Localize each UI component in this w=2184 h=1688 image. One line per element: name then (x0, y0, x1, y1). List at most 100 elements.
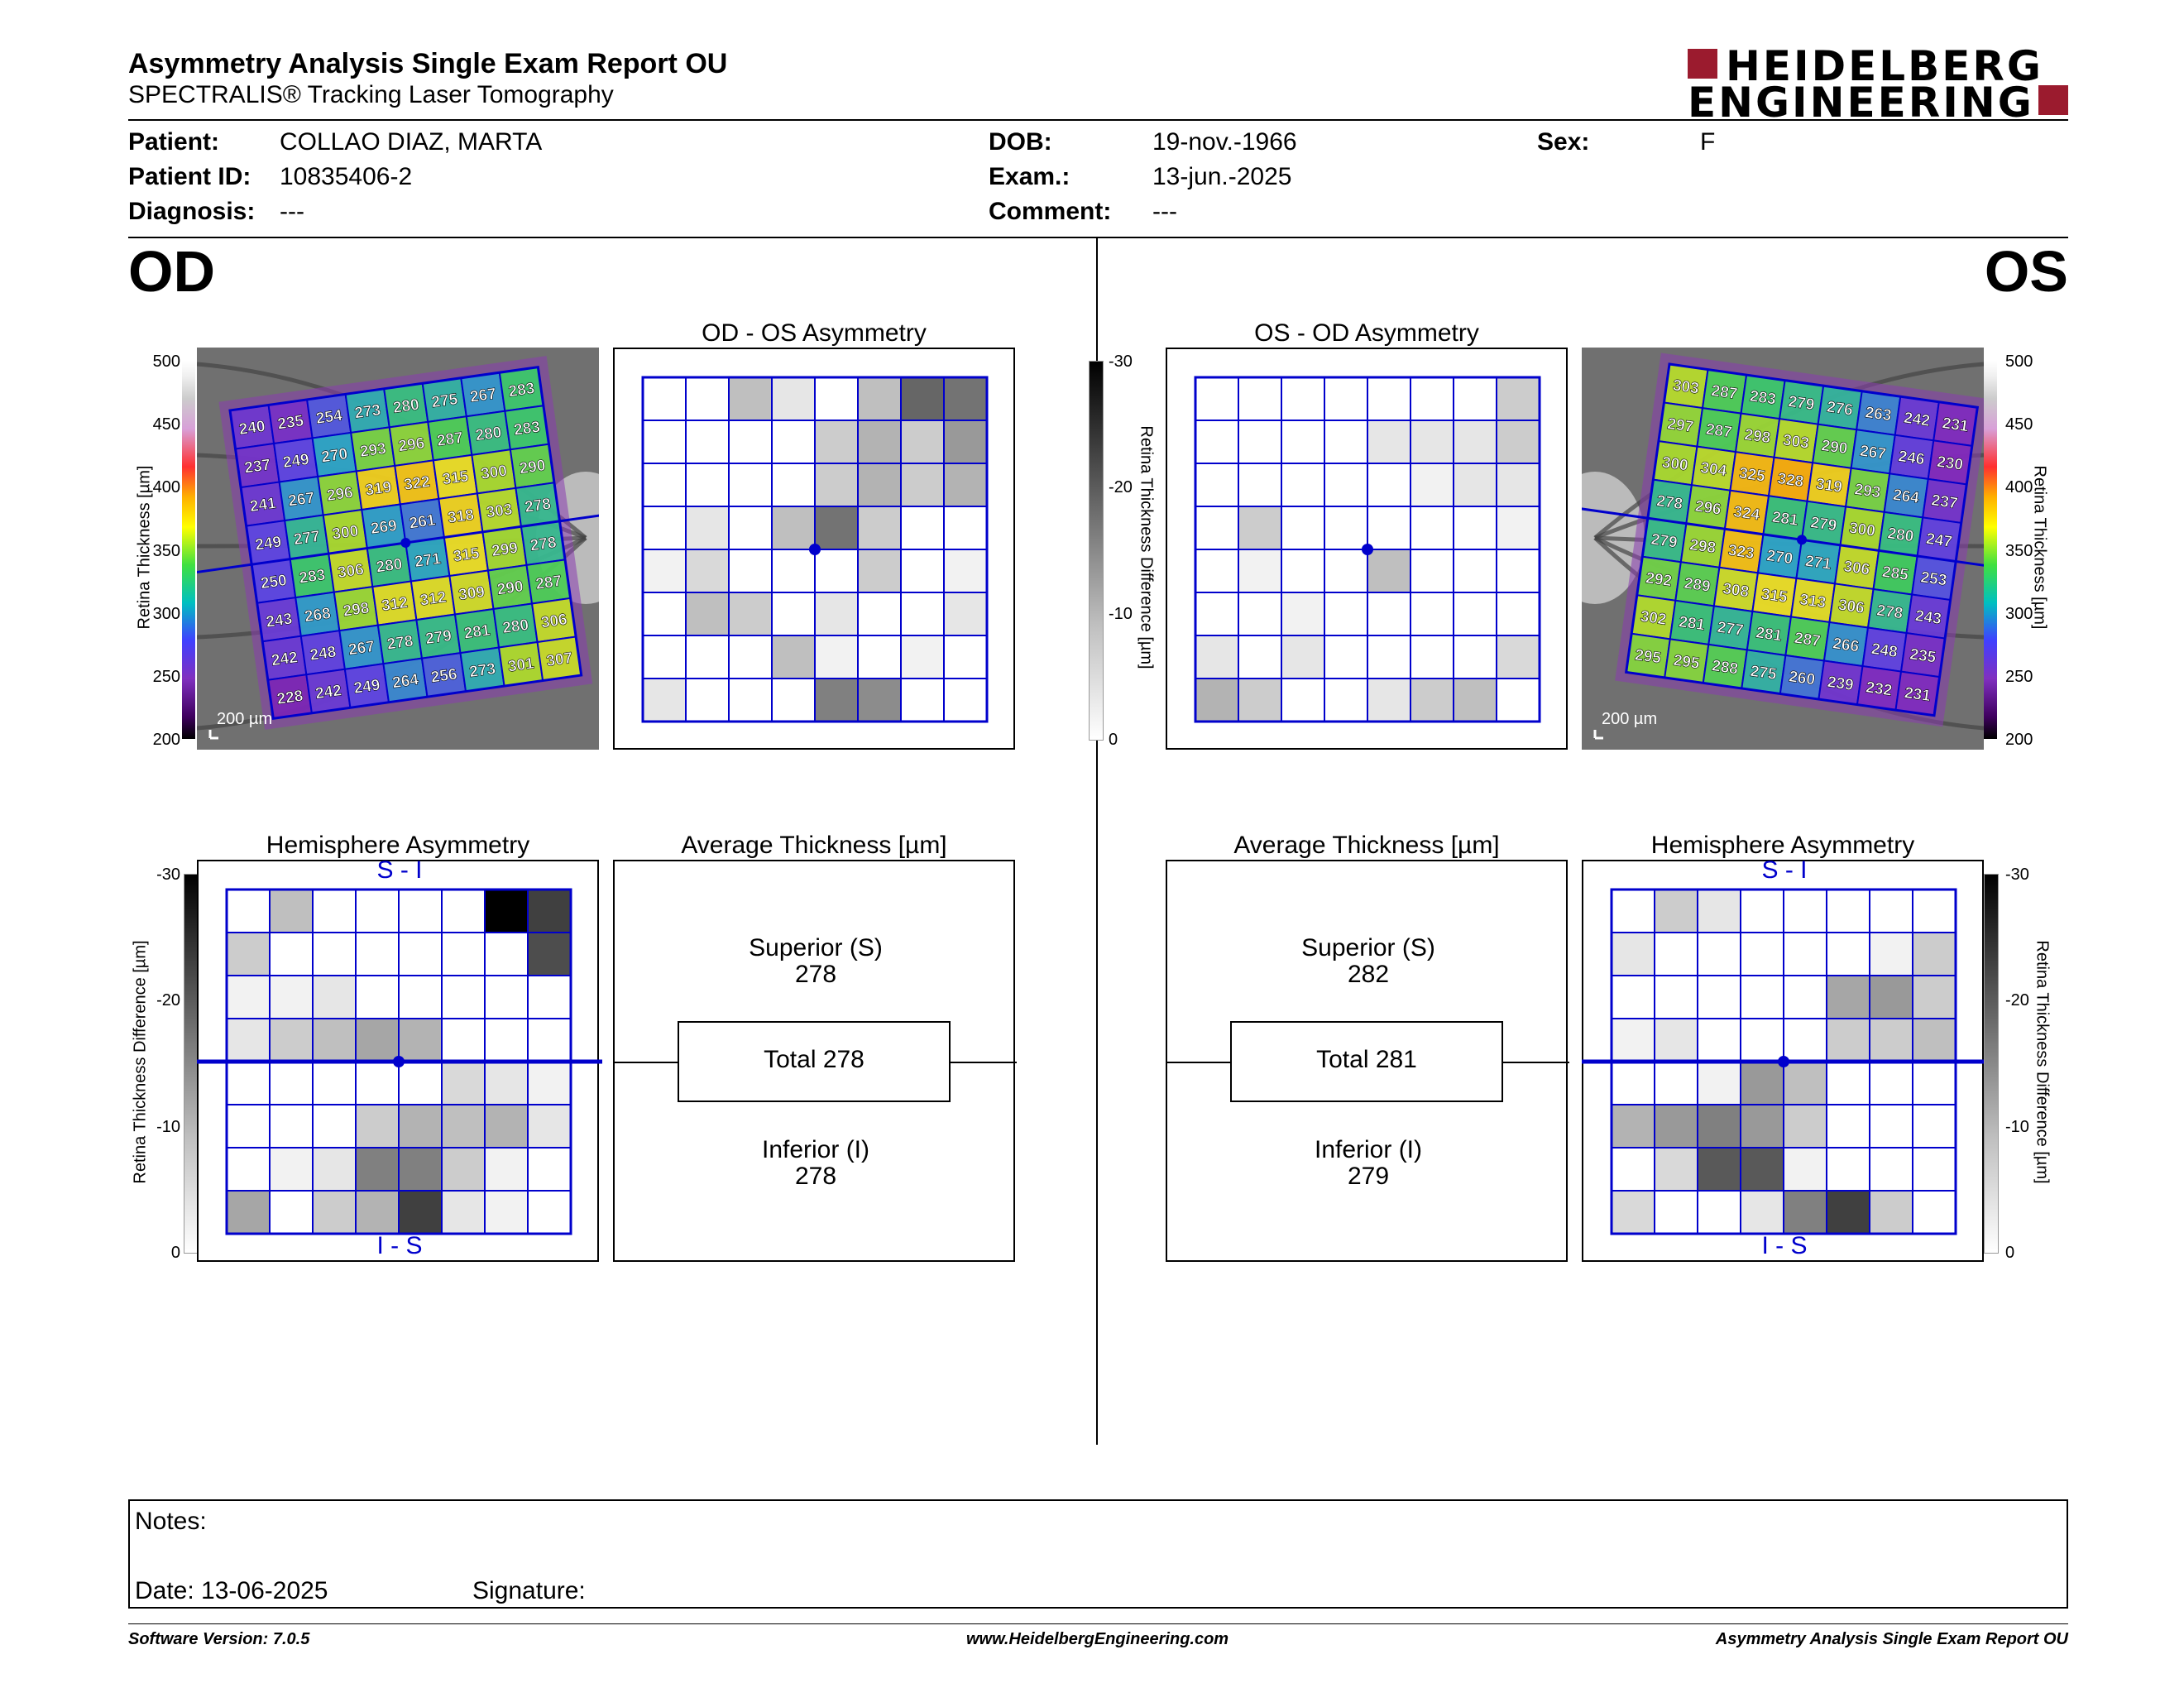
od-asym-cell (771, 420, 816, 464)
od-asym-fovea-dot (809, 544, 821, 555)
os-hemi-cell (1697, 932, 1741, 976)
centerDiffTicks-tick-label: 0 (1109, 731, 1118, 749)
os-hemi-cell (1697, 1018, 1741, 1062)
os-map-cell-value: 253 (1919, 568, 1947, 589)
od-hemi-cell (527, 1061, 572, 1105)
footer-report: Asymmetry Analysis Single Exam Report OU (1715, 1630, 2068, 1648)
os-asym-cell (1195, 376, 1239, 421)
od-hemi-cell (355, 932, 400, 976)
od-hemi-cell (484, 1147, 529, 1192)
os-hemi-grid (1582, 888, 1987, 1235)
od-hemi-cell (398, 1104, 443, 1149)
od-asym-cell (943, 678, 988, 722)
odTicks-tick-label: 500 (152, 352, 180, 371)
od-asym-cell (642, 549, 687, 593)
os-hemi-cell (1912, 1147, 1956, 1192)
od-map-cell-value: 277 (293, 528, 321, 549)
os-map-cell-value: 246 (1897, 448, 1925, 468)
od-map-cell-value: 280 (474, 424, 502, 444)
od-map-cell-value: 249 (254, 534, 282, 554)
os-map-cell-value: 278 (1655, 492, 1684, 513)
os-map-cell-value: 324 (1732, 503, 1761, 524)
os-map-cell-value: 237 (1930, 492, 1958, 512)
os-asym-cell (1453, 376, 1497, 421)
footer-website[interactable]: www.HeidelbergEngineering.com (966, 1630, 1229, 1648)
os-asym-cell (1281, 549, 1325, 593)
od-hemi-cell (269, 1104, 314, 1149)
os-map-cell-value: 315 (1760, 586, 1789, 607)
os-map-cell-value: 278 (1875, 602, 1904, 622)
os-map-cell-value: 281 (1678, 613, 1707, 634)
od-hemi-cell (527, 1190, 572, 1235)
od-thickness-colorbar (182, 361, 195, 739)
os-asym-cell (1453, 592, 1497, 636)
os-map-cell-value: 280 (1886, 525, 1914, 545)
os-asym-cell (1238, 420, 1282, 464)
od-asym-cell (900, 463, 945, 507)
center-diff-axis-label: Retina Thickness Difference [µm] (1137, 425, 1156, 669)
os-map-cell-value: 295 (1634, 646, 1663, 667)
osTicks-tick-label: 350 (2005, 541, 2033, 560)
notes-box[interactable]: Notes: Date: 13-06-2025 Signature: (128, 1499, 2068, 1609)
os-hemi-cell (1697, 1147, 1741, 1192)
sex-label: Sex: (1537, 128, 1590, 156)
od-asym-cell (642, 376, 687, 421)
od-asym-cell (857, 635, 902, 679)
od-hemi-cell (398, 932, 443, 976)
os-map-cell-value: 235 (1909, 645, 1937, 666)
od-asym-cell (728, 635, 773, 679)
os-asym-cell (1195, 506, 1239, 550)
centerDiffTicks-tick-label: -30 (1109, 352, 1133, 371)
odTicks-tick-label: 450 (152, 415, 180, 434)
os-asym-cell (1281, 678, 1325, 722)
os-hemi-cell (1869, 975, 1913, 1019)
od-hemi-cell (441, 975, 486, 1019)
os-hemi-cell (1783, 1061, 1827, 1105)
os-asym-cell (1281, 506, 1325, 550)
os-asym-cell (1195, 635, 1239, 679)
os-map-cell-value: 302 (1639, 608, 1667, 629)
od-thickness-map-svg: 240 235 254 273 280 275 267 283 237 249 270 293 296 2… (197, 348, 599, 750)
os-map-cell-value: 276 (1826, 399, 1854, 420)
os-asym-cell (1496, 376, 1540, 421)
os-asym-cell (1195, 678, 1239, 722)
od-asym-cell (642, 420, 687, 464)
logo-line2: ENGINEERING (1688, 79, 2034, 127)
odHemiTicks-tick-label: -30 (156, 866, 180, 884)
osTicks-tick-label: 300 (2005, 604, 2033, 623)
os-hemi-cell (1826, 1147, 1870, 1192)
od-avg-title: Average Thickness [µm] (681, 832, 947, 859)
diagnosis-value: --- (280, 198, 304, 225)
os-map-grid: 303 287 283 279 276 263 242 231 297 287 298 303 290 2… (1582, 352, 1984, 727)
odHemiTicks-tick-label: -10 (156, 1117, 180, 1136)
od-hemi-cell (312, 1190, 357, 1235)
os-hemi-cell (1912, 889, 1956, 933)
od-hemi-cell (398, 1190, 443, 1235)
od-map-cell-value: 287 (436, 429, 464, 450)
os-map-cell-value: 264 (1892, 487, 1921, 507)
os-asym-cell (1238, 592, 1282, 636)
od-hemi-title: Hemisphere Asymmetry (266, 832, 530, 859)
os-asym-cell (1410, 463, 1454, 507)
os-map-cell-value: 231 (1941, 415, 1970, 435)
os-asym-cell (1238, 635, 1282, 679)
os-hemi-cell (1654, 1061, 1698, 1105)
os-map-cell-value: 298 (1743, 426, 1771, 447)
os-map-cell-value: 306 (1842, 558, 1870, 578)
os-map-cell-value: 270 (1765, 547, 1794, 568)
od-asym-cell (814, 506, 859, 550)
od-map-cell-value: 254 (315, 407, 344, 428)
os-eye-label: OS (1984, 239, 2068, 304)
od-map-cell-value: 235 (276, 412, 305, 433)
od-map-cell-value: 296 (326, 484, 354, 505)
odTicks-tick-label: 400 (152, 478, 180, 497)
od-asym-cell (943, 549, 988, 593)
os-asym-cell (1496, 678, 1540, 722)
os-hemi-axis-label: Retina Thickness Difference [µm] (2033, 940, 2052, 1184)
od-hemi-cell (226, 932, 271, 976)
od-map-cell-value: 298 (342, 600, 370, 621)
od-hemi-cell (441, 889, 486, 933)
os-asym-cell (1496, 635, 1540, 679)
diagnosis-label: Diagnosis: (128, 198, 256, 225)
os-hemi-cell (1826, 1018, 1870, 1062)
